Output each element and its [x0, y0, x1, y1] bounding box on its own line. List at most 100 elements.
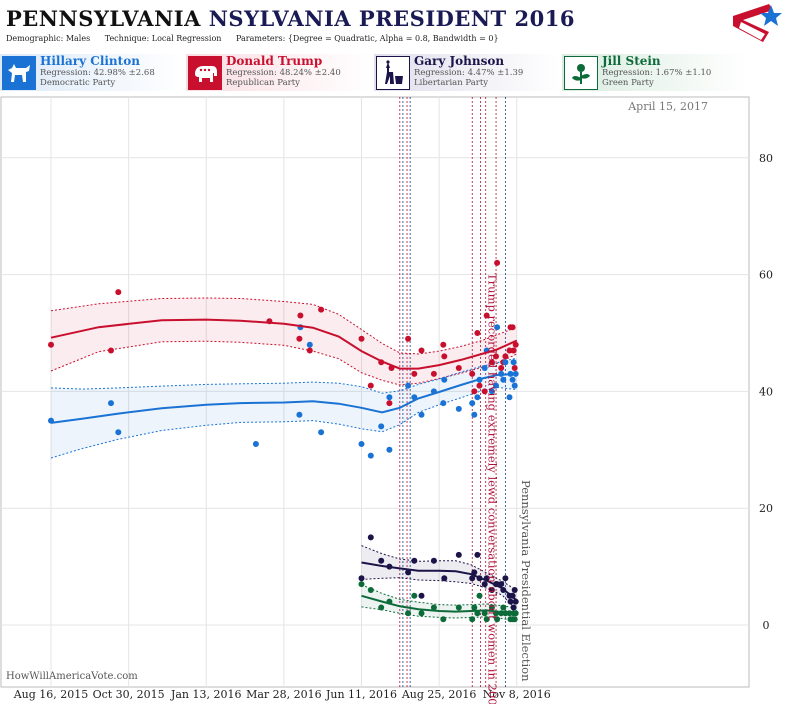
donald-trump-poll-point — [494, 259, 501, 266]
jill-stein-poll-point — [455, 604, 462, 611]
site-logo-icon[interactable] — [729, 2, 783, 52]
jill-stein-poll-point — [430, 604, 437, 611]
candidate-party: Libertarian Party — [414, 78, 489, 88]
candidate-name: Jill Stein — [602, 54, 661, 68]
gary-johnson-poll-point — [405, 569, 412, 576]
candidate-name: Gary Johnson — [414, 54, 505, 68]
candidate-card-johnson[interactable]: Gary Johnson Regression: 4.47% ±1.39 Lib… — [374, 54, 560, 91]
hillary-clinton-poll-point — [455, 405, 462, 412]
donald-trump-poll-point — [297, 312, 304, 319]
hillary-clinton-poll-point — [378, 423, 385, 430]
y-tick-label: 60 — [759, 269, 773, 282]
y-tick-label: 20 — [759, 502, 773, 515]
candidate-party: Republican Party — [226, 78, 300, 88]
hillary-clinton-poll-point — [418, 411, 425, 418]
parameters-label: Parameters: {Degree = Quadratic, Alpha =… — [235, 34, 499, 43]
candidate-card-stein[interactable]: Jill Stein Regression: 1.67% ±1.10 Green… — [562, 54, 748, 91]
liberty-torch-icon — [376, 56, 410, 90]
jill-stein-poll-point — [367, 587, 374, 593]
gary-johnson-poll-point — [441, 575, 448, 582]
candidate-party: Democratic Party — [40, 78, 116, 88]
donald-trump-poll-point — [296, 335, 303, 342]
poll-chart: Aug 16, 2015 Oct 30, 2015 Jan 13, 2016 Mar … — [0, 95, 789, 708]
hillary-clinton-confidence-band — [51, 358, 517, 458]
watermark: HowWillAmericaVote.com — [6, 671, 138, 682]
gary-johnson-poll-point — [488, 587, 495, 593]
hillary-clinton-poll-point — [510, 359, 517, 366]
jill-stein-poll-point — [483, 616, 490, 623]
donald-trump-poll-point — [506, 347, 513, 354]
jill-stein-poll-point — [411, 592, 418, 599]
jill-stein-poll-point — [476, 592, 483, 599]
gary-johnson-poll-point — [455, 551, 462, 558]
hillary-clinton-poll-point — [386, 446, 393, 453]
donald-trump-trend-line — [50, 318, 518, 370]
hillary-clinton-poll-point — [440, 400, 447, 407]
donald-trump-poll-point — [441, 353, 448, 360]
candidate-card-clinton[interactable]: Hillary Clinton Regression: 42.98% ±2.68… — [0, 54, 184, 91]
donald-trump-poll-point — [115, 289, 122, 296]
hillary-clinton-trend-line — [50, 372, 517, 424]
donald-trump-poll-point — [455, 365, 462, 371]
gary-johnson-poll-point — [510, 604, 517, 611]
gary-johnson-poll-point — [474, 551, 481, 558]
x-tick-label: Oct 30, 2015 — [93, 688, 165, 701]
donald-trump-poll-point — [411, 370, 418, 377]
donald-trump-poll-point — [430, 370, 437, 377]
hillary-clinton-poll-point — [108, 400, 114, 407]
jill-stein-upper-bound — [361, 584, 517, 609]
jill-stein-poll-point — [488, 604, 495, 611]
x-tick-label: Aug 25, 2016 — [401, 688, 477, 701]
donald-trump-poll-point — [509, 324, 516, 331]
donald-trump-poll-point — [405, 335, 412, 342]
candidate-party: Green Party — [602, 78, 654, 88]
page-title: PENNSYLVANIA NSYLVANIA PRESIDENT 2016 — [6, 6, 575, 31]
x-tick-label: Mar 28, 2016 — [246, 688, 322, 701]
donald-trump-poll-point — [474, 330, 481, 336]
technique-label: Technique: Local Regression — [104, 34, 222, 43]
donald-trump-poll-point — [493, 353, 499, 360]
x-tick-label: Aug 16, 2015 — [13, 688, 89, 701]
donkey-icon — [2, 56, 36, 90]
flower-icon — [564, 56, 598, 90]
gary-johnson-poll-point — [378, 557, 385, 564]
hillary-clinton-poll-point — [471, 411, 478, 418]
donald-trump-poll-point — [476, 382, 483, 389]
donald-trump-poll-point — [418, 347, 425, 354]
hillary-clinton-poll-point — [115, 429, 122, 436]
jill-stein-poll-point — [494, 616, 501, 623]
donald-trump-poll-point — [318, 306, 325, 313]
donald-trump-poll-point — [48, 341, 54, 348]
hillary-clinton-poll-point — [306, 341, 313, 348]
gary-johnson-poll-point — [367, 534, 374, 541]
gary-johnson-upper-bound — [361, 545, 518, 591]
candidate-card-trump[interactable]: Donald Trump Regression: 48.24% ±2.40 Re… — [186, 54, 372, 91]
donald-trump-poll-point — [386, 400, 393, 407]
gary-johnson-poll-point — [507, 598, 514, 605]
donald-trump-poll-point — [108, 347, 114, 354]
donald-trump-poll-point — [502, 353, 509, 360]
event-annotation: Trump recorded having extremely lewd con… — [486, 273, 500, 704]
gary-johnson-trend-line — [361, 561, 518, 602]
title-race: NSYLVANIA PRESIDENT 2016 — [208, 6, 575, 31]
gary-johnson-lower-bound — [361, 577, 518, 611]
candidate-regression: Regression: 4.47% ±1.39 — [414, 68, 524, 78]
hillary-clinton-poll-point — [506, 394, 513, 401]
y-tick-label: 40 — [759, 385, 773, 398]
hillary-clinton-lower-bound — [50, 386, 517, 459]
gary-johnson-poll-point — [481, 581, 488, 588]
donald-trump-poll-point — [512, 341, 519, 348]
poll-chart-svg: Aug 16, 2015 Oct 30, 2015 Jan 13, 2016 Mar … — [0, 96, 773, 708]
donald-trump-poll-point — [483, 312, 490, 319]
candidate-regression: Regression: 42.98% ±2.68 — [40, 68, 155, 78]
hillary-clinton-poll-point — [474, 394, 481, 401]
jill-stein-poll-point — [500, 604, 507, 611]
hillary-clinton-poll-point — [481, 365, 488, 371]
x-tick-label: Jan 13, 2016 — [170, 688, 242, 701]
elephant-icon — [188, 56, 222, 90]
jill-stein-poll-point — [471, 604, 478, 611]
hillary-clinton-poll-point — [469, 400, 476, 407]
title-state: PENNSYLVANIA — [6, 6, 201, 31]
jill-stein-poll-point — [405, 610, 412, 617]
donald-trump-lower-bound — [50, 340, 518, 386]
